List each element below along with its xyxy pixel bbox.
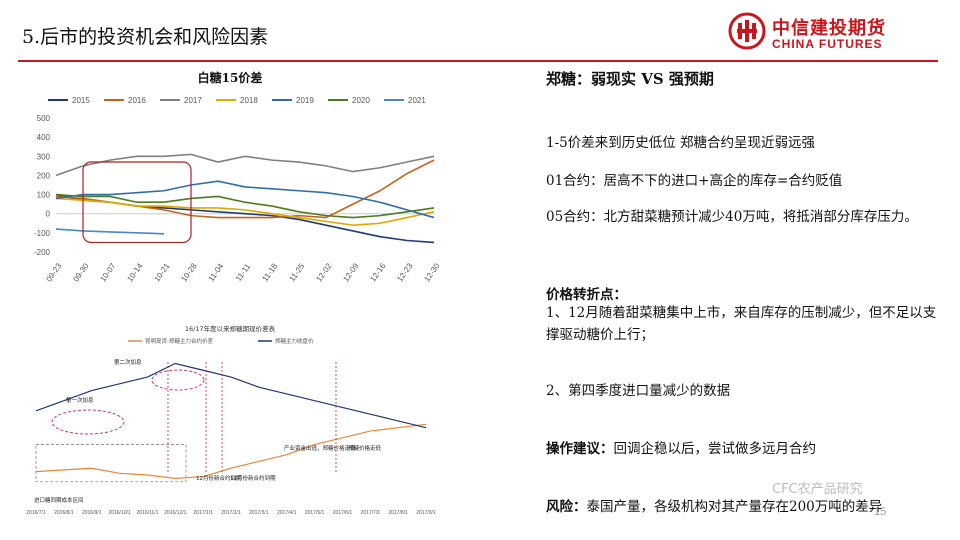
turning-point-label: 价格转折点： bbox=[546, 287, 627, 303]
chart2-bg bbox=[18, 322, 442, 518]
annotation-text: 郑糖价格走低 bbox=[348, 444, 382, 452]
chart1-title: 白糖15价差 bbox=[198, 70, 263, 85]
risk-note: 风险：泰国产量，各级机构对其产量存在200万吨的差异 bbox=[546, 496, 946, 518]
sugar-spread-chart: 白糖15价差 2015 2016 2017 2018 2019 2020 2021 500 400… bbox=[34, 70, 442, 284]
series2-line bbox=[35, 423, 427, 479]
x2-tick-label: 2017/5/1 bbox=[305, 510, 325, 516]
y-tick-label: -200 bbox=[34, 248, 51, 257]
x-tick-label: 12-09 bbox=[341, 261, 360, 283]
x-tick-label: 12-23 bbox=[395, 261, 414, 283]
second-hike-ellipse bbox=[151, 369, 205, 391]
annotation-text: 第二次加息 bbox=[114, 358, 142, 366]
legend-label-2021: 2021 bbox=[408, 96, 426, 105]
first-hike-ellipse bbox=[51, 409, 125, 435]
x-tick-label: 10-07 bbox=[98, 261, 117, 283]
company-logo: 中信建投期货 CHINA FUTURES bbox=[728, 12, 928, 54]
x-tick-label: 11-25 bbox=[288, 261, 307, 283]
y-tick-label: 100 bbox=[37, 191, 51, 200]
x2-tick-label: 2017/2/1 bbox=[221, 510, 241, 516]
analysis-para-1: 1-5价差来到历史低位 郑糖合约呈现近弱远强 bbox=[546, 135, 816, 151]
logo-chinese-name: 中信建投期货 bbox=[772, 18, 886, 39]
y-tick-label: 200 bbox=[37, 171, 51, 180]
series-line-2020 bbox=[55, 193, 435, 219]
series-line-2021 bbox=[55, 228, 165, 235]
x2-tick-label: 2016/8/1 bbox=[54, 510, 74, 516]
legend-label-2015: 2015 bbox=[72, 96, 90, 105]
x-tick-label: 11-18 bbox=[261, 261, 280, 283]
operation-text: 回调企稳以后，尝试做多远月合约 bbox=[613, 441, 817, 457]
x-tick-label: 11-11 bbox=[234, 262, 253, 283]
x2-tick-label: 2017/3/1 bbox=[249, 510, 269, 516]
x2-tick-label: 2016/11/1 bbox=[136, 510, 158, 516]
y-tick-label: 300 bbox=[37, 152, 51, 161]
series-line-2017 bbox=[55, 153, 435, 177]
x2-tick-label: 2017/7/1 bbox=[361, 510, 381, 516]
x-tick-label: 10-21 bbox=[152, 261, 171, 283]
risk-text: 泰国产量，各级机构对其产量存在200万吨的差异 bbox=[586, 499, 883, 515]
x-tick-label: 12-02 bbox=[314, 261, 333, 283]
operation-label: 操作建议： bbox=[546, 441, 614, 457]
x-tick-label: 10-28 bbox=[179, 261, 198, 283]
series-line-2018 bbox=[55, 197, 435, 227]
x2-tick-label: 2017/1/1 bbox=[193, 510, 213, 516]
annotation-text: 产业资金出逃，郑糖价格走低 bbox=[284, 444, 356, 452]
turning-point-1: 1、12月随着甜菜糖集中上市，来自库存的压制减少，但不足以支撑驱动糖价上行； bbox=[546, 305, 937, 343]
legend2-label: 昆明现货-郑糖主力合约价差 bbox=[145, 337, 213, 345]
highlight-box bbox=[82, 161, 192, 244]
annotation-text: 12月份新合约到期 bbox=[196, 474, 242, 482]
x-tick-label: 09-23 bbox=[44, 261, 63, 283]
legend-label-2018: 2018 bbox=[240, 96, 258, 105]
analysis-heading: 郑糖：弱现实 VS 强预期 bbox=[546, 70, 714, 88]
legend-label-2019: 2019 bbox=[296, 96, 314, 105]
x2-tick-label: 2017/9/1 bbox=[416, 510, 436, 516]
series-line-2019 bbox=[55, 180, 435, 219]
x2-tick-label: 2016/12/1 bbox=[164, 510, 186, 516]
cfc-logo-icon bbox=[728, 12, 766, 50]
x2-tick-label: 2016/9/1 bbox=[82, 510, 102, 516]
operation-advice: 操作建议：回调企稳以后，尝试做多远月合约 bbox=[546, 438, 946, 460]
x-tick-label: 12-16 bbox=[368, 261, 387, 283]
x2-tick-label: 2017/4/1 bbox=[277, 510, 297, 516]
x2-tick-label: 2016/10/1 bbox=[108, 510, 130, 516]
risk-label: 风险： bbox=[546, 499, 587, 515]
x-tick-label: 11-04 bbox=[207, 261, 226, 283]
y-tick-label: 500 bbox=[37, 114, 51, 123]
legend2-label: 郑糖主力收盘价 bbox=[275, 337, 314, 345]
x2-tick-label: 2017/8/1 bbox=[388, 510, 408, 516]
x2-tick-label: 2016/7/1 bbox=[26, 510, 46, 516]
x-tick-label: 09-30 bbox=[71, 261, 90, 283]
title-divider bbox=[18, 60, 938, 62]
y-tick-label: 0 bbox=[46, 210, 51, 219]
page-title: 5.后市的投资机会和风险因素 bbox=[22, 26, 269, 48]
y-tick-label: -100 bbox=[34, 229, 51, 238]
annotation-text: 进口糖同期成本区间 bbox=[34, 496, 84, 504]
logo-english-name: CHINA FUTURES bbox=[772, 37, 883, 51]
import-cost-zone bbox=[35, 444, 187, 483]
series2-line bbox=[35, 362, 427, 429]
x2-tick-label: 2017/6/1 bbox=[333, 510, 353, 516]
analysis-para-3: 05合约：北方甜菜糖预计减少40万吨，将抵消部分库存压力。 bbox=[546, 209, 918, 225]
x-tick-label: 12-30 bbox=[422, 261, 441, 283]
x-tick-label: 10-14 bbox=[125, 261, 144, 283]
annotation-text: 12月份新合约到期 bbox=[230, 474, 276, 482]
watermark: CFC农产品研究 bbox=[772, 482, 863, 497]
analysis-para-2: 01合约：居高不下的进口+高企的库存=合约贬值 bbox=[546, 173, 843, 189]
chart2-title: 16/17年度以来郑糖期现价差表 bbox=[185, 324, 276, 333]
annotation-text: 第一次加息 bbox=[66, 396, 94, 404]
y-tick-label: 400 bbox=[37, 133, 51, 142]
legend-label-2016: 2016 bbox=[128, 96, 146, 105]
page-number: 15 bbox=[874, 506, 887, 518]
legend-label-2017: 2017 bbox=[184, 96, 202, 105]
turning-point-2: 2、第四季度进口量减少的数据 bbox=[546, 383, 731, 399]
legend-label-2020: 2020 bbox=[352, 96, 370, 105]
